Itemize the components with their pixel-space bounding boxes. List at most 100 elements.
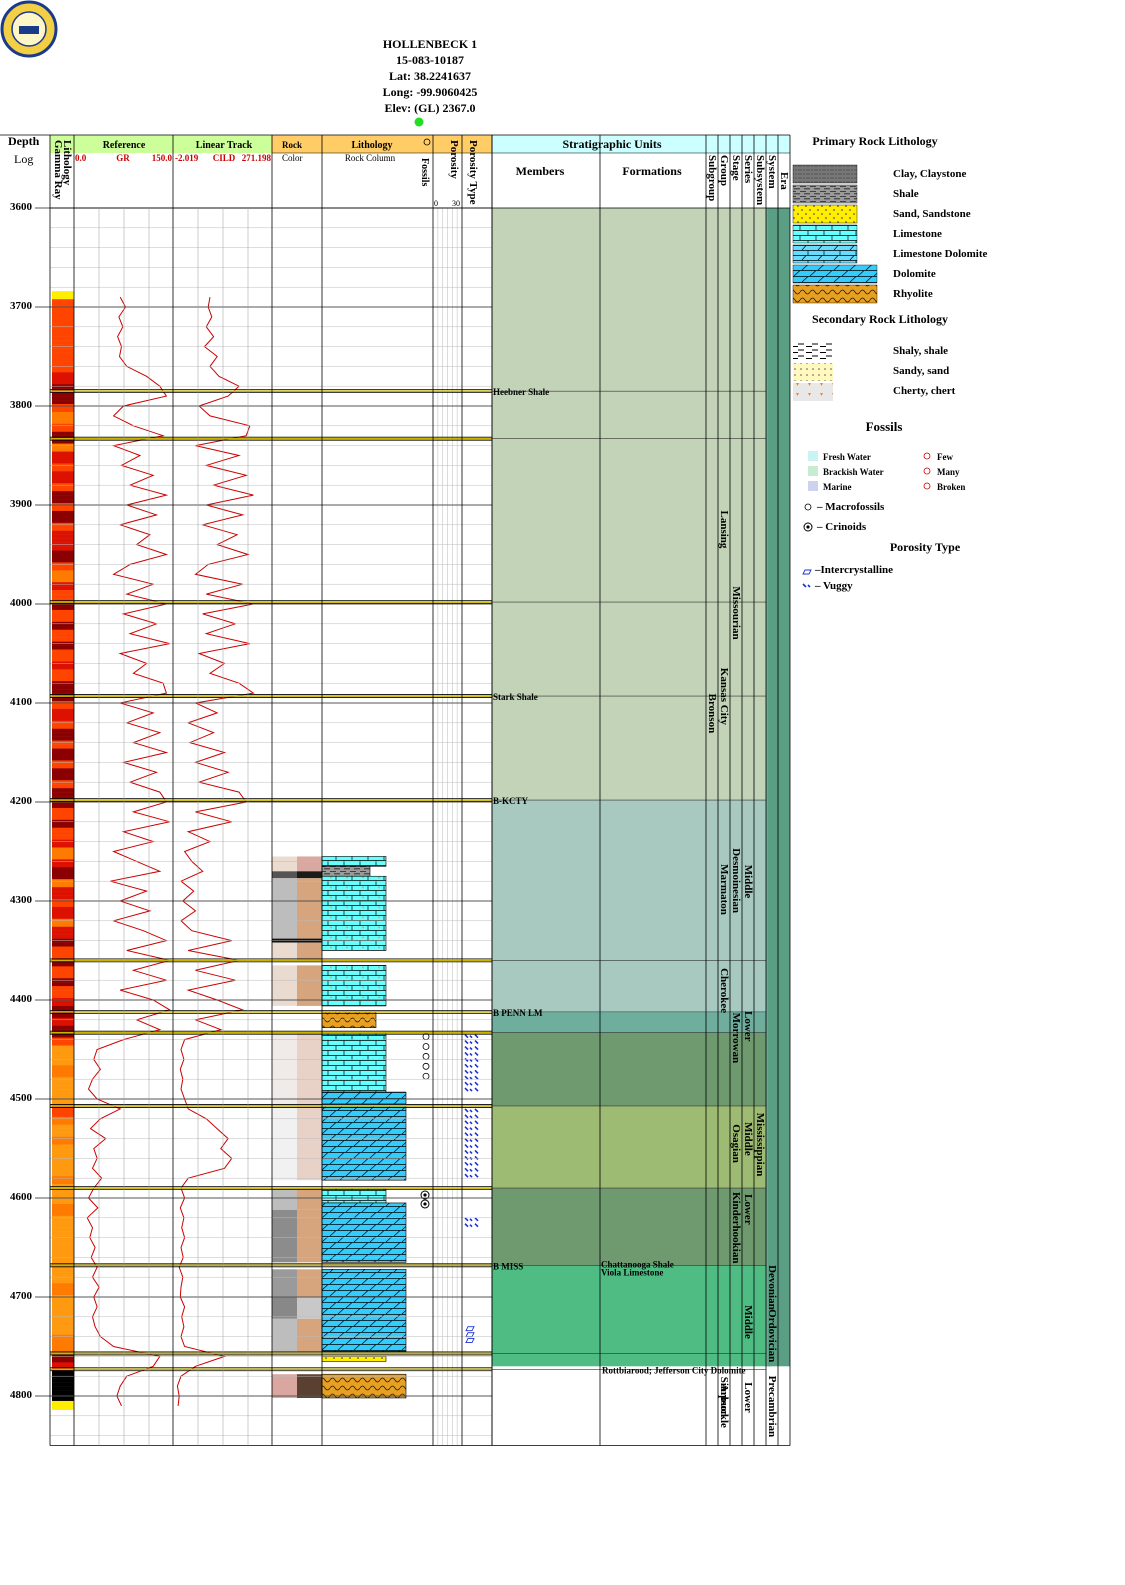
porosity-min: 0 <box>434 199 438 208</box>
gamma-color-band <box>52 400 74 405</box>
gamma-color-band <box>52 1306 74 1312</box>
legend-swatch-sandy <box>793 363 833 381</box>
gamma-color-band <box>52 554 74 559</box>
gamma-color-band <box>52 613 74 619</box>
vuggy-icon <box>464 1063 479 1068</box>
vuggy-icon <box>464 1057 479 1062</box>
gamma-color-band <box>52 431 74 436</box>
gamma-color-band <box>52 1140 74 1145</box>
rock-color-band <box>297 878 322 939</box>
gamma-color-band <box>52 586 74 591</box>
top-label: B-KCTY <box>493 796 529 806</box>
strat-unit-label: Kinderhookian <box>730 1192 742 1264</box>
lithology-row <box>321 1268 407 1352</box>
vuggy-icon <box>464 1075 479 1080</box>
gamma-color-band <box>52 693 74 698</box>
rock-color-band <box>272 1318 297 1352</box>
legend-vuggy-icon <box>802 583 811 588</box>
gamma-color-band <box>52 475 74 480</box>
rock-color-band <box>297 856 322 872</box>
gamma-color-band <box>52 1152 74 1157</box>
gamma-color-band <box>52 1310 74 1316</box>
gamma-color-band <box>52 499 74 504</box>
vuggy-icon <box>464 1149 479 1155</box>
vuggy-icon <box>464 1143 479 1149</box>
gamma-color-band <box>52 411 74 417</box>
rock-color-band <box>272 1374 297 1398</box>
gamma-color-band <box>52 439 74 444</box>
rock-color-band <box>297 1374 322 1398</box>
rock-color-band <box>297 1105 322 1181</box>
strat-unit-label: Mississippian <box>754 1113 766 1177</box>
gamma-header: Gamma Ray <box>52 140 64 200</box>
rock-color-band <box>272 942 297 961</box>
gamma-color-band <box>52 506 74 512</box>
porosity-type-header: Porosity Type <box>467 140 479 205</box>
gamma-color-band <box>52 803 74 809</box>
gamma-color-band <box>52 1025 74 1030</box>
fossils-header: Fossils <box>419 158 430 186</box>
gamma-color-band <box>52 1397 74 1403</box>
gamma-color-band <box>52 1160 74 1165</box>
rock-color-band <box>297 871 322 879</box>
strat-unit-label: Lansing <box>718 511 730 549</box>
gamma-color-band <box>52 308 74 314</box>
gamma-color-band <box>52 994 74 999</box>
macrofossil-icon <box>422 1043 430 1050</box>
gamma-color-band <box>52 518 74 524</box>
gamma-color-band <box>52 1350 74 1355</box>
rock-header: Rock <box>282 140 302 150</box>
depth-tick-label: 3700 <box>10 300 33 312</box>
gamma-color-band <box>52 1362 74 1367</box>
lithology-row <box>321 1032 387 1093</box>
gamma-color-band <box>52 669 74 674</box>
gamma-color-band <box>52 1120 74 1125</box>
gamma-color-band <box>52 1338 74 1343</box>
vuggy-icon <box>464 1161 479 1166</box>
strat-unit-label: Bronson <box>706 694 718 734</box>
gamma-color-band <box>52 756 74 761</box>
gamma-color-band <box>52 1271 74 1276</box>
system-header: System <box>766 155 778 189</box>
gamma-color-band <box>52 1251 74 1256</box>
rock-color-band <box>297 1032 322 1104</box>
rock-color-band <box>297 1209 322 1263</box>
gamma-color-band <box>52 1013 74 1019</box>
top-label: Heebner Shale <box>493 387 549 397</box>
well-lat: Lat: 38.2241637 <box>389 69 471 83</box>
gamma-color-band <box>52 356 74 361</box>
legend-primary-label: Clay, Claystone <box>893 168 966 180</box>
gamma-color-band <box>52 776 74 781</box>
legend-vuggy-label: – Vuggy <box>814 580 853 592</box>
gamma-color-band <box>52 823 74 828</box>
rock-column-header: Rock Column <box>345 153 396 163</box>
gamma-color-band <box>52 328 74 333</box>
strat-unit-label: Osagian <box>730 1124 742 1163</box>
porosity-header-bg <box>433 135 492 153</box>
strat-unit-label: Lower <box>742 1382 754 1413</box>
gamma-color-band <box>52 942 74 947</box>
legend-swatch-cherty <box>793 383 833 401</box>
gamma-color-band <box>52 831 74 836</box>
vuggy-icon <box>464 1120 479 1125</box>
gamma-color-band <box>52 950 74 955</box>
gamma-color-band <box>52 645 74 650</box>
rock-color-band <box>272 965 297 1006</box>
gamma-color-band <box>52 855 74 860</box>
gamma-color-band <box>52 570 74 575</box>
gamma-color-band <box>52 788 74 793</box>
gamma-color-band <box>52 748 74 753</box>
formation-label: Viola Limestone <box>601 1267 663 1277</box>
gamma-color-band <box>52 407 74 413</box>
crinoid-icon <box>420 1190 430 1200</box>
gamma-color-band <box>52 625 74 630</box>
lithology-row <box>321 1202 407 1263</box>
depth-tick-label: 4400 <box>10 993 33 1005</box>
rock-color-band <box>272 1297 297 1319</box>
rock-color-band <box>272 871 297 879</box>
vuggy-icon <box>464 1138 479 1143</box>
lithology-row <box>321 1187 387 1204</box>
rock-color-band <box>297 1318 322 1352</box>
rock-color-band <box>272 1105 297 1181</box>
